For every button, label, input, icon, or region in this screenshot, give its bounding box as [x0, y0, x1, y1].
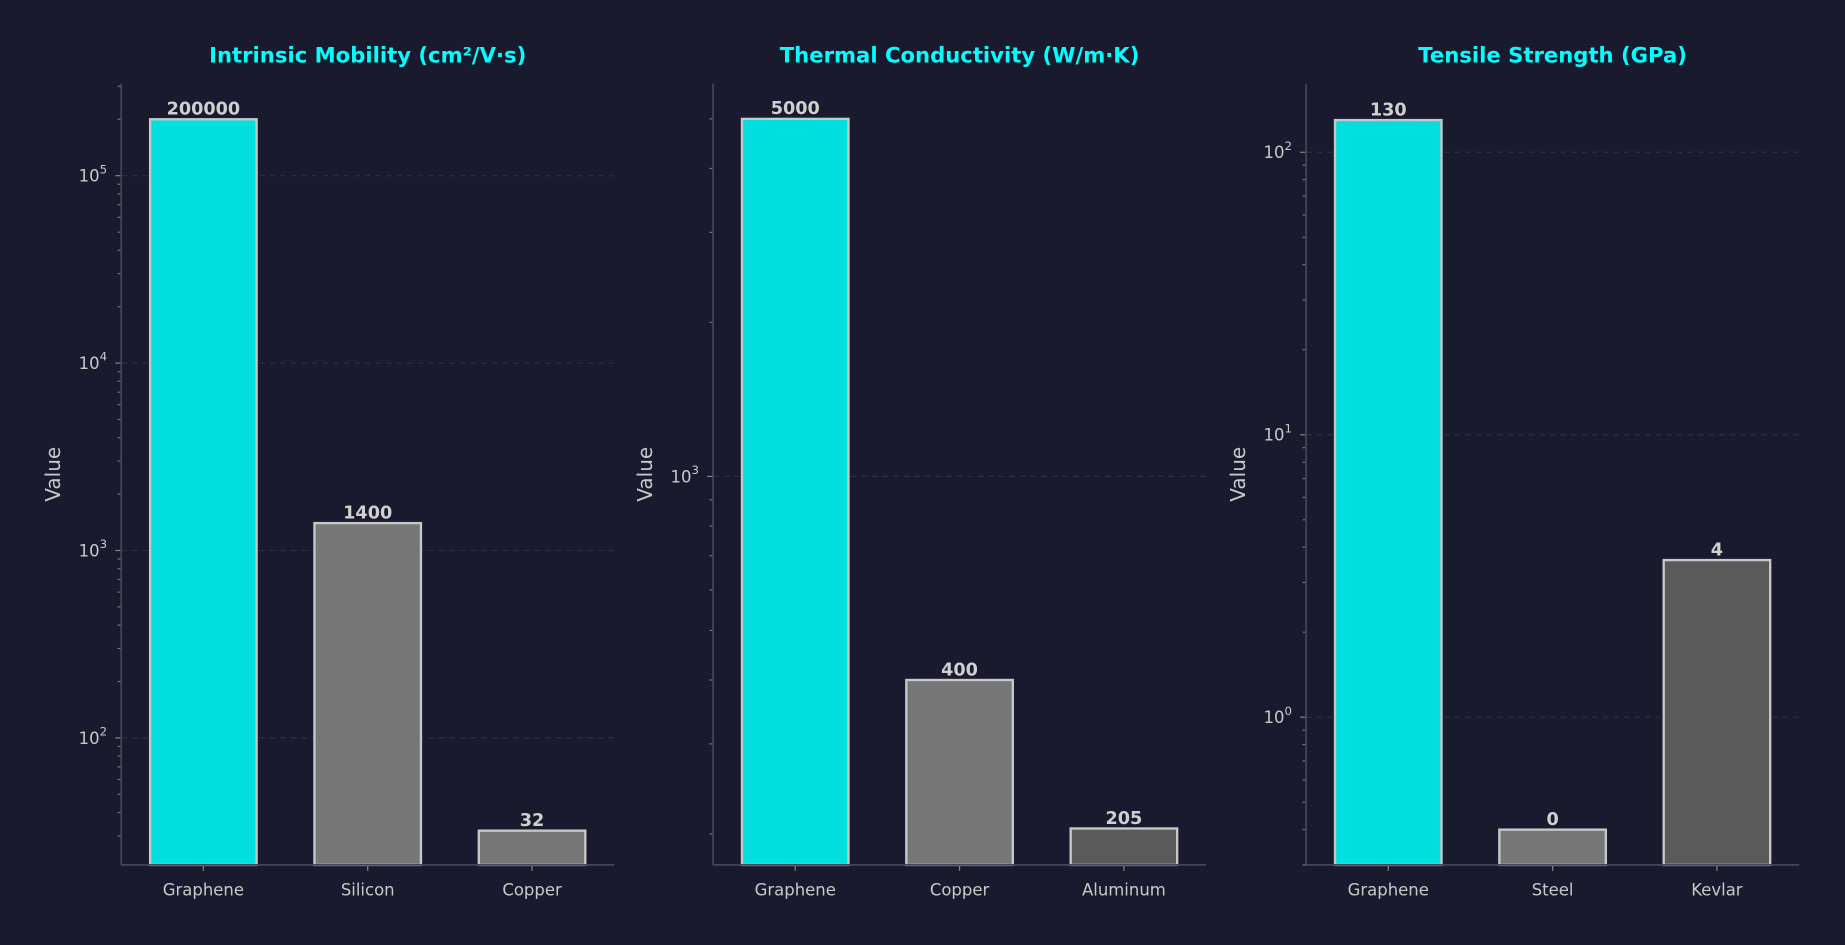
value-label: 4	[1711, 540, 1723, 560]
bar-graphene	[1333, 118, 1443, 867]
value-label: 0	[1546, 810, 1558, 830]
value-label: 1400	[343, 503, 392, 523]
y-tick-base: 10	[79, 354, 100, 373]
y-tick-label: 103	[79, 537, 107, 560]
value-label: 200000	[167, 100, 241, 120]
chart-title: Intrinsic Mobility (cm²/V·s)	[209, 42, 526, 67]
y-tick-base: 10	[79, 541, 100, 560]
y-tick-base: 10	[79, 729, 100, 748]
y-tick-label: 102	[1264, 139, 1292, 162]
bar-kevlar	[1662, 558, 1772, 867]
value-label: 130	[1370, 100, 1407, 120]
y-tick-label: 103	[670, 463, 698, 486]
chart-title: Thermal Conductivity (W/m·K)	[780, 42, 1140, 67]
y-tick-label: 100	[1264, 704, 1292, 727]
y-tick-label: 105	[79, 162, 107, 185]
y-tick-exponent: 4	[100, 350, 107, 364]
y-tick-label: 102	[79, 725, 107, 748]
y-tick-exponent: 2	[1284, 139, 1291, 153]
x-tick-label: Copper	[502, 881, 562, 900]
bar-silicon	[313, 521, 423, 867]
y-tick-exponent: 3	[691, 463, 698, 477]
bar-aluminum	[1069, 827, 1179, 867]
y-tick-exponent: 2	[100, 725, 107, 739]
y-tick-base: 10	[1264, 143, 1285, 162]
y-axis-label: Value	[633, 447, 657, 502]
x-tick-label: Graphene	[163, 881, 244, 900]
x-tick-label: Graphene	[755, 881, 836, 900]
bar-graphene	[740, 117, 850, 867]
chart-title: Tensile Strength (GPa)	[1418, 42, 1687, 67]
bar-copper	[477, 829, 587, 867]
x-tick-label: Copper	[930, 881, 990, 900]
y-tick-exponent: 3	[100, 537, 107, 551]
x-tick-label: Kevlar	[1691, 881, 1743, 900]
value-label: 205	[1106, 809, 1143, 829]
x-tick-label: Steel	[1532, 881, 1574, 900]
y-tick-base: 10	[79, 167, 100, 186]
bar-copper	[905, 678, 1014, 867]
x-tick-label: Graphene	[1348, 881, 1429, 900]
subplot-2: Thermal Conductivity (W/m·K) 103 5000 Graph…	[633, 42, 1207, 900]
bar-graphene	[148, 118, 258, 867]
value-label: 400	[941, 660, 978, 680]
x-tick-label: Aluminum	[1082, 881, 1166, 900]
y-tick-base: 10	[1264, 708, 1285, 727]
y-tick-base: 10	[1264, 426, 1285, 445]
subplot-3: Tensile Strength (GPa)100101102130Graphe…	[1226, 42, 1800, 900]
y-tick-label: 104	[79, 350, 107, 373]
subplot-1: Intrinsic Mobility (cm²/V·s)102103104105…	[41, 42, 615, 900]
value-label: 5000	[771, 99, 820, 119]
value-label: 32	[520, 811, 545, 831]
y-axis-label: Value	[41, 447, 65, 502]
y-tick-exponent: 1	[1284, 421, 1291, 435]
x-tick-label: Silicon	[341, 881, 395, 900]
y-tick-exponent: 5	[100, 162, 107, 176]
y-axis-label: Value	[1226, 447, 1250, 502]
bar-steel	[1498, 828, 1608, 867]
y-tick-exponent: 0	[1284, 704, 1291, 718]
y-tick-base: 10	[670, 467, 691, 486]
y-tick-label: 101	[1264, 421, 1292, 444]
